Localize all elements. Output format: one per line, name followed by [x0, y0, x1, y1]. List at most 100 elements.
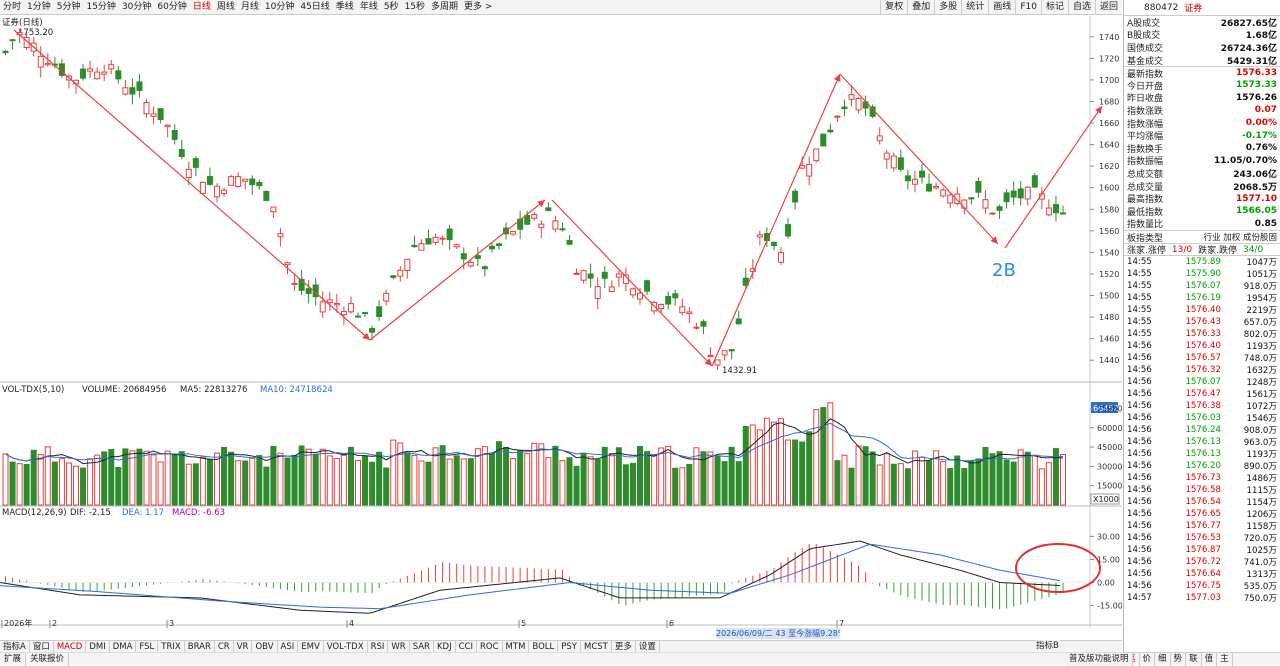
indicator-tab-16[interactable]: SAR — [410, 640, 434, 653]
volume-bar — [601, 446, 608, 506]
indicator-tab-25[interactable]: 设置 — [636, 640, 660, 653]
x-axis-label: 5 — [521, 619, 526, 628]
indicator-tab-2[interactable]: MACD — [54, 640, 87, 653]
indicator-tab-20[interactable]: MTM — [503, 640, 530, 653]
indicator-tab-22[interactable]: PSY — [558, 640, 581, 653]
indicator-b-tab[interactable]: 指标B — [1036, 640, 1060, 652]
tool-button-6[interactable]: 标记 — [1040, 0, 1068, 15]
candle-body — [926, 183, 933, 192]
tool-button-7[interactable]: 自选 — [1067, 0, 1095, 15]
trade-time: 14:56 — [1127, 509, 1152, 520]
period-2[interactable]: 5分钟 — [56, 1, 81, 12]
indicator-tab-0[interactable]: 指标A — [0, 640, 30, 653]
period-14[interactable]: 15秒 — [404, 1, 426, 12]
trade-volume: 1115万 — [1246, 486, 1277, 497]
indicator-tab-3[interactable]: DMI — [86, 640, 110, 653]
stat-value: 26827.65亿 — [1220, 18, 1277, 29]
stat-row: 基金成交 5429.31亿 — [1124, 54, 1280, 67]
stat-label: 昨日收盘 — [1127, 94, 1164, 105]
period-5[interactable]: 60分钟 — [157, 1, 187, 12]
candle-body — [157, 108, 164, 120]
trade-price: 1576.03 — [1185, 413, 1221, 424]
indicator-tab-5[interactable]: FSL — [136, 640, 159, 653]
indicator-tab-10[interactable]: OBV — [252, 640, 278, 653]
volume-bar — [453, 455, 460, 506]
tool-button-5[interactable]: F10 — [1015, 0, 1041, 15]
trade-row: 14:56 1576.13 1193万 — [1124, 448, 1280, 460]
tool-button-3[interactable]: 统计 — [961, 0, 988, 15]
candle-body — [277, 233, 284, 238]
candle-body — [538, 223, 545, 229]
period-7[interactable]: 周线 — [216, 1, 235, 12]
vol-unit: X1000 — [1093, 495, 1119, 504]
period-9[interactable]: 10分钟 — [264, 1, 295, 12]
period-15[interactable]: 多周期 — [431, 1, 459, 12]
extension-tab-1[interactable]: 关联报价 — [26, 652, 70, 666]
trade-volume: 1954万 — [1246, 294, 1277, 305]
main-y-tick-label: 1440 — [1099, 356, 1119, 365]
indicator-tab-8[interactable]: CR — [215, 640, 234, 653]
panel-footer-tab-4[interactable]: 联 — [1186, 652, 1202, 666]
indicator-tab-6[interactable]: TRIX — [158, 640, 185, 653]
period-6[interactable]: 日线 — [192, 1, 211, 12]
period-8[interactable]: 月线 — [240, 1, 259, 12]
indicator-tab-18[interactable]: CCI — [456, 640, 477, 653]
period-11[interactable]: 季线 — [335, 1, 354, 12]
board-type-value[interactable]: 行业 加权 成份股固 — [1203, 233, 1277, 244]
period-4[interactable]: 30分钟 — [121, 1, 152, 12]
indicator-tab-19[interactable]: ROC — [477, 640, 503, 653]
tool-button-4[interactable]: 画线 — [988, 0, 1015, 15]
panel-footer-tabs: 普及版功能说明笔价细势联值主 — [1066, 652, 1280, 666]
feature-help-link[interactable]: 普及版功能说明 — [1066, 652, 1133, 666]
trade-price: 1576.53 — [1185, 533, 1221, 544]
indicator-tab-7[interactable]: BRAR — [185, 640, 215, 653]
indicator-tab-14[interactable]: RSI — [368, 640, 389, 653]
volume-bar — [651, 454, 658, 506]
panel-footer-tab-1[interactable]: 价 — [1140, 652, 1156, 666]
tool-button-0[interactable]: 复权 — [880, 0, 907, 15]
tool-button-1[interactable]: 叠加 — [907, 0, 934, 15]
macd-y-tick-label: 30.00 — [1097, 532, 1120, 541]
volume-bar — [806, 431, 813, 506]
panel-footer-tab-5[interactable]: 值 — [1202, 652, 1218, 666]
stat-label: 指数量比 — [1127, 220, 1164, 231]
volume-bar — [785, 439, 792, 506]
panel-footer-tab-3[interactable]: 势 — [1171, 652, 1187, 666]
indicator-tab-12[interactable]: EMV — [298, 640, 324, 653]
indicator-tab-15[interactable]: WR — [388, 640, 410, 653]
period-1[interactable]: 1分钟 — [27, 1, 51, 12]
volume-bar — [545, 457, 552, 506]
period-3[interactable]: 15分钟 — [86, 1, 116, 12]
candle-body — [467, 261, 474, 267]
up-count-value: 13/0 — [1171, 244, 1193, 255]
indicator-tab-1[interactable]: 窗口 — [30, 640, 54, 653]
volume-bar — [460, 458, 467, 506]
candle-body — [221, 189, 228, 195]
kline-chart-svg[interactable]: 证券(日线) 1753.20 1432.91 2B 1440 1460 1480 15… — [0, 16, 1123, 628]
indicator-tab-4[interactable]: DMA — [110, 640, 137, 653]
indicator-tab-17[interactable]: KDJ — [434, 640, 456, 653]
chart-area[interactable]: 证券(日线) 1753.20 1432.91 2B 1440 1460 1480 15… — [0, 16, 1123, 628]
indicator-tab-11[interactable]: ASI — [278, 640, 299, 653]
panel-footer-tab-2[interactable]: 细 — [1155, 652, 1171, 666]
period-12[interactable]: 年线 — [359, 1, 378, 12]
indicator-tab-21[interactable]: BOLL — [529, 640, 559, 653]
volume-bar — [827, 402, 834, 506]
candle-body — [566, 239, 573, 245]
indicator-tabs: 指标A 窗口 MACD DMI DMA FSL TRIX BRAR CR VR OBV ASI EMV V… — [0, 640, 1122, 653]
indicator-tab-13[interactable]: VOL-TDX — [324, 640, 368, 653]
period-13[interactable]: 5秒 — [383, 1, 399, 12]
extension-tab-0[interactable]: 扩展 — [0, 652, 27, 666]
tool-button-2[interactable]: 多股 — [934, 0, 961, 15]
trade-volume: 720.0万 — [1243, 534, 1277, 545]
panel-footer-tab-6[interactable]: 主 — [1217, 652, 1233, 666]
indicator-tab-24[interactable]: 更多 — [612, 640, 636, 653]
tool-button-8[interactable]: 返回 — [1094, 0, 1122, 15]
indicator-tab-9[interactable]: VR — [234, 640, 253, 653]
period-0[interactable]: 分时 — [3, 1, 22, 12]
stat-row: 指数换手 0.76% — [1124, 142, 1280, 155]
volume-bar — [115, 467, 122, 506]
period-10[interactable]: 45日线 — [300, 1, 330, 12]
period-16[interactable]: 更多 > — [464, 1, 493, 12]
indicator-tab-23[interactable]: MCST — [581, 640, 612, 653]
